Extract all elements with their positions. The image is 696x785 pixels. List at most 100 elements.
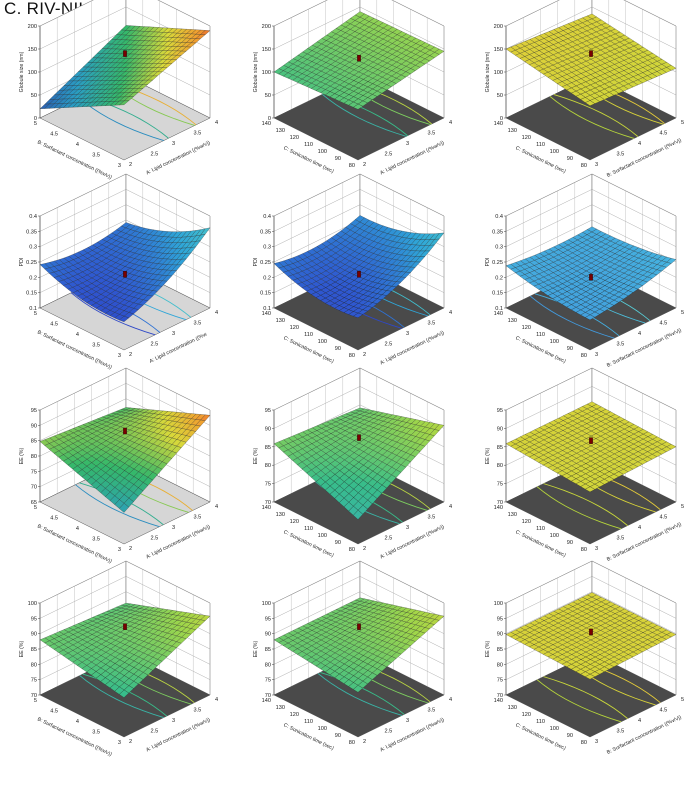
x-tick-label: 2.5: [385, 342, 393, 348]
z-tick-label: 70: [497, 693, 503, 699]
z-tick-label: 0.2: [29, 275, 37, 281]
z-tick-label: 85: [497, 647, 503, 653]
x-tick-label: 3: [595, 162, 598, 168]
x-tick-label: 3: [595, 546, 598, 552]
z-tick-label: 200: [28, 24, 37, 30]
y-tick-label: 4.5: [50, 322, 58, 328]
z-tick-label: 90: [497, 632, 503, 638]
y-tick-label: 140: [262, 698, 271, 704]
x-tick-label: 4: [449, 310, 452, 316]
y-tick-label: 100: [318, 339, 327, 345]
contour-line: [543, 676, 628, 719]
z-tick-label: 80: [31, 454, 37, 460]
z-tick-label: 85: [265, 647, 271, 653]
surface-plot-7: 65 70 75 80 85 90 95 EE (%) 2 2.5 3 3.5 4 A: Lipid co…: [19, 367, 218, 565]
x-tick-label: 4: [215, 697, 218, 703]
y-tick-label: 130: [276, 128, 285, 134]
x-tick-label: 4.5: [660, 131, 668, 137]
y-tick-label: 140: [262, 311, 271, 317]
surface-plot-4: 0.1 0.15 0.2 0.25 0.3 0.35 0.4 PDI 2 2.5 3 3.5 4 A: L…: [19, 173, 218, 371]
z-tick-label: 70: [265, 500, 271, 506]
y-tick-label: 130: [508, 705, 517, 711]
y-tick-label: 120: [290, 519, 299, 525]
x-tick-label: 3: [595, 739, 598, 745]
y-tick-label: 120: [290, 135, 299, 141]
z-tick-label: 0: [500, 116, 503, 122]
x-tick-label: 4: [449, 504, 452, 510]
z-tick-label: 75: [497, 678, 503, 684]
z-axis-label: Globule size (nm): [485, 51, 491, 92]
y-tick-label: 3: [118, 353, 121, 359]
z-tick-label: 95: [265, 616, 271, 622]
x-tick-label: 3: [172, 331, 175, 337]
design-point: [357, 623, 361, 630]
x-tick-label: 3.5: [617, 152, 625, 158]
z-tick-label: 85: [497, 445, 503, 451]
y-tick-label: 90: [335, 156, 341, 162]
x-tick-label: 2.5: [151, 342, 159, 348]
z-tick-label: 100: [28, 601, 37, 607]
x-axis-label: A: Lipid concentration ((%w/v)): [379, 524, 445, 560]
y-tick-label: 100: [318, 726, 327, 732]
x-tick-label: 3.5: [428, 515, 436, 521]
y-tick-label: 80: [581, 740, 587, 746]
z-tick-label: 0.25: [492, 260, 503, 266]
y-tick-label: 110: [304, 719, 313, 725]
x-tick-label: 3: [406, 331, 409, 337]
z-tick-label: 95: [31, 616, 37, 622]
x-tick-label: 5: [681, 504, 684, 510]
z-tick-label: 0: [34, 116, 37, 122]
x-tick-label: 5: [681, 697, 684, 703]
y-tick-label: 4.5: [50, 132, 58, 138]
y-tick-label: 100: [318, 149, 327, 155]
response-surface: [273, 597, 445, 693]
y-tick-label: 140: [494, 311, 503, 317]
z-tick-label: 0.35: [260, 229, 271, 235]
x-tick-label: 4: [215, 504, 218, 510]
y-tick-label: 110: [536, 142, 545, 148]
x-tick-label: 3: [406, 141, 409, 147]
x-tick-label: 4: [449, 697, 452, 703]
x-tick-label: 3.5: [428, 708, 436, 714]
x-tick-label: 2.5: [385, 536, 393, 542]
y-tick-label: 120: [522, 325, 531, 331]
design-point: [123, 271, 127, 278]
design-point: [123, 623, 127, 630]
x-tick-label: 4.5: [660, 708, 668, 714]
z-tick-label: 150: [262, 47, 271, 53]
z-tick-label: 200: [262, 24, 271, 30]
design-point: [123, 427, 127, 435]
z-tick-label: 65: [31, 500, 37, 506]
x-tick-label: 4: [638, 525, 641, 531]
surface-plot-1: 0 50 100 150 200 Globule size (nm) 2 2.5 3 3.5 4 A:…: [19, 0, 218, 181]
z-axis-label: PDI: [485, 258, 491, 267]
z-tick-label: 75: [31, 678, 37, 684]
x-axis-label: A: Lipid concentration ((%w: [149, 332, 209, 365]
contour-line: [530, 295, 615, 339]
y-tick-label: 80: [349, 353, 355, 359]
design-point: [589, 50, 593, 57]
y-tick-label: 90: [335, 346, 341, 352]
design-point: [589, 274, 593, 281]
x-tick-label: 2: [129, 162, 132, 168]
z-tick-label: 0.25: [26, 260, 37, 266]
y-tick-label: 5: [34, 505, 37, 511]
z-axis-label: EE (%): [19, 448, 25, 465]
x-axis-label: A: Lipid concentration ((%w/v)): [379, 330, 445, 366]
y-tick-label: 90: [567, 346, 573, 352]
y-tick-label: 3.5: [92, 343, 100, 349]
z-tick-label: 70: [31, 693, 37, 699]
z-tick-label: 0.2: [495, 275, 503, 281]
y-tick-label: 110: [536, 332, 545, 338]
y-tick-label: 80: [581, 353, 587, 359]
y-tick-label: 5: [34, 121, 37, 127]
z-tick-label: 80: [497, 662, 503, 668]
x-tick-label: 2: [363, 352, 366, 358]
y-tick-label: 5: [34, 311, 37, 317]
z-tick-label: 100: [262, 601, 271, 607]
contour-line: [553, 94, 639, 137]
x-tick-label: 3.5: [194, 131, 202, 137]
z-tick-label: 150: [494, 47, 503, 53]
y-tick-label: 90: [335, 540, 341, 546]
